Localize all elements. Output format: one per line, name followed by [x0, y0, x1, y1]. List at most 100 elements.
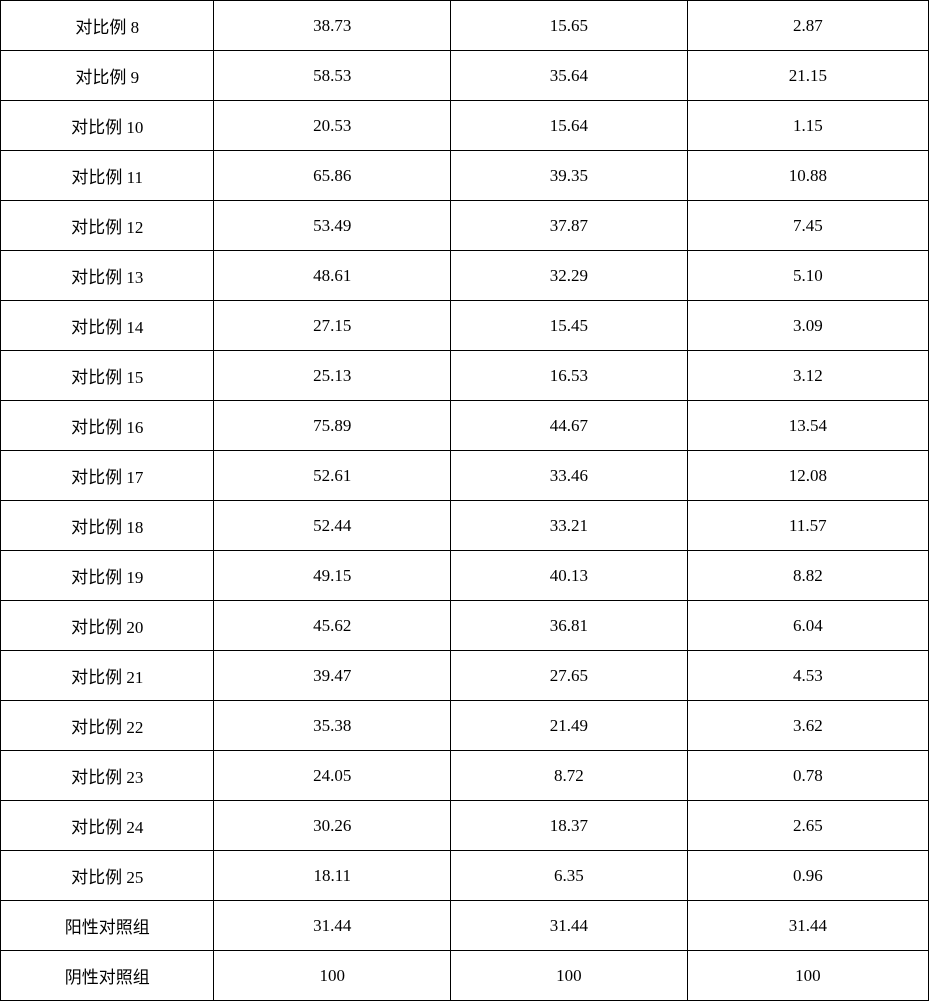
row-label: 对比例 22: [1, 701, 214, 751]
table-row: 对比例 14 27.15 15.45 3.09: [1, 301, 929, 351]
row-label: 对比例 15: [1, 351, 214, 401]
row-value-2: 16.53: [451, 351, 688, 401]
table-row: 对比例 21 39.47 27.65 4.53: [1, 651, 929, 701]
row-label: 对比例 9: [1, 51, 214, 101]
table-row: 对比例 10 20.53 15.64 1.15: [1, 101, 929, 151]
row-value-1: 100: [214, 951, 451, 1001]
row-value-1: 27.15: [214, 301, 451, 351]
row-value-2: 31.44: [451, 901, 688, 951]
row-value-1: 58.53: [214, 51, 451, 101]
row-value-2: 40.13: [451, 551, 688, 601]
row-value-2: 33.21: [451, 501, 688, 551]
row-value-2: 36.81: [451, 601, 688, 651]
row-value-3: 2.87: [687, 1, 928, 51]
row-label: 阴性对照组: [1, 951, 214, 1001]
row-value-3: 11.57: [687, 501, 928, 551]
row-value-1: 25.13: [214, 351, 451, 401]
row-label: 对比例 20: [1, 601, 214, 651]
table-row: 对比例 9 58.53 35.64 21.15: [1, 51, 929, 101]
row-label: 对比例 14: [1, 301, 214, 351]
table-container: 对比例 8 38.73 15.65 2.87 对比例 9 58.53 35.64…: [0, 0, 929, 1001]
row-value-1: 30.26: [214, 801, 451, 851]
row-value-1: 35.38: [214, 701, 451, 751]
row-value-3: 21.15: [687, 51, 928, 101]
row-value-1: 52.61: [214, 451, 451, 501]
table-row: 对比例 15 25.13 16.53 3.12: [1, 351, 929, 401]
row-label: 对比例 25: [1, 851, 214, 901]
row-value-3: 6.04: [687, 601, 928, 651]
row-value-2: 15.65: [451, 1, 688, 51]
row-value-2: 44.67: [451, 401, 688, 451]
row-value-1: 20.53: [214, 101, 451, 151]
row-value-1: 65.86: [214, 151, 451, 201]
row-label: 对比例 12: [1, 201, 214, 251]
row-value-3: 3.12: [687, 351, 928, 401]
row-label: 对比例 19: [1, 551, 214, 601]
table-row: 对比例 16 75.89 44.67 13.54: [1, 401, 929, 451]
table-row: 对比例 8 38.73 15.65 2.87: [1, 1, 929, 51]
row-value-1: 53.49: [214, 201, 451, 251]
row-value-2: 8.72: [451, 751, 688, 801]
row-value-3: 31.44: [687, 901, 928, 951]
row-value-2: 32.29: [451, 251, 688, 301]
table-row: 对比例 17 52.61 33.46 12.08: [1, 451, 929, 501]
row-value-3: 0.78: [687, 751, 928, 801]
row-label: 对比例 17: [1, 451, 214, 501]
row-value-3: 4.53: [687, 651, 928, 701]
table-row: 对比例 20 45.62 36.81 6.04: [1, 601, 929, 651]
table-row: 对比例 19 49.15 40.13 8.82: [1, 551, 929, 601]
row-value-3: 3.62: [687, 701, 928, 751]
row-label: 对比例 16: [1, 401, 214, 451]
row-label: 对比例 10: [1, 101, 214, 151]
table-row: 对比例 23 24.05 8.72 0.78: [1, 751, 929, 801]
row-value-3: 8.82: [687, 551, 928, 601]
table-row: 对比例 18 52.44 33.21 11.57: [1, 501, 929, 551]
table-row: 对比例 12 53.49 37.87 7.45: [1, 201, 929, 251]
table-row: 对比例 22 35.38 21.49 3.62: [1, 701, 929, 751]
table-body: 对比例 8 38.73 15.65 2.87 对比例 9 58.53 35.64…: [1, 1, 929, 1001]
table-row: 对比例 11 65.86 39.35 10.88: [1, 151, 929, 201]
row-value-2: 35.64: [451, 51, 688, 101]
row-value-2: 33.46: [451, 451, 688, 501]
row-value-3: 3.09: [687, 301, 928, 351]
row-value-2: 39.35: [451, 151, 688, 201]
data-table: 对比例 8 38.73 15.65 2.87 对比例 9 58.53 35.64…: [0, 0, 929, 1001]
row-value-2: 6.35: [451, 851, 688, 901]
row-label: 对比例 18: [1, 501, 214, 551]
row-value-3: 7.45: [687, 201, 928, 251]
row-label: 对比例 21: [1, 651, 214, 701]
row-value-3: 100: [687, 951, 928, 1001]
row-label: 对比例 8: [1, 1, 214, 51]
row-label: 对比例 24: [1, 801, 214, 851]
row-label: 阳性对照组: [1, 901, 214, 951]
row-label: 对比例 13: [1, 251, 214, 301]
row-value-3: 10.88: [687, 151, 928, 201]
row-value-3: 13.54: [687, 401, 928, 451]
row-label: 对比例 11: [1, 151, 214, 201]
table-row: 对比例 13 48.61 32.29 5.10: [1, 251, 929, 301]
row-label: 对比例 23: [1, 751, 214, 801]
row-value-2: 15.45: [451, 301, 688, 351]
row-value-3: 1.15: [687, 101, 928, 151]
table-row: 阴性对照组 100 100 100: [1, 951, 929, 1001]
row-value-1: 49.15: [214, 551, 451, 601]
table-row: 对比例 24 30.26 18.37 2.65: [1, 801, 929, 851]
row-value-2: 21.49: [451, 701, 688, 751]
row-value-2: 18.37: [451, 801, 688, 851]
row-value-2: 27.65: [451, 651, 688, 701]
table-row: 对比例 25 18.11 6.35 0.96: [1, 851, 929, 901]
row-value-1: 48.61: [214, 251, 451, 301]
row-value-1: 38.73: [214, 1, 451, 51]
row-value-1: 75.89: [214, 401, 451, 451]
row-value-1: 18.11: [214, 851, 451, 901]
row-value-1: 52.44: [214, 501, 451, 551]
row-value-3: 0.96: [687, 851, 928, 901]
row-value-2: 100: [451, 951, 688, 1001]
row-value-1: 39.47: [214, 651, 451, 701]
row-value-1: 45.62: [214, 601, 451, 651]
row-value-3: 5.10: [687, 251, 928, 301]
row-value-3: 2.65: [687, 801, 928, 851]
row-value-3: 12.08: [687, 451, 928, 501]
row-value-2: 37.87: [451, 201, 688, 251]
row-value-1: 24.05: [214, 751, 451, 801]
